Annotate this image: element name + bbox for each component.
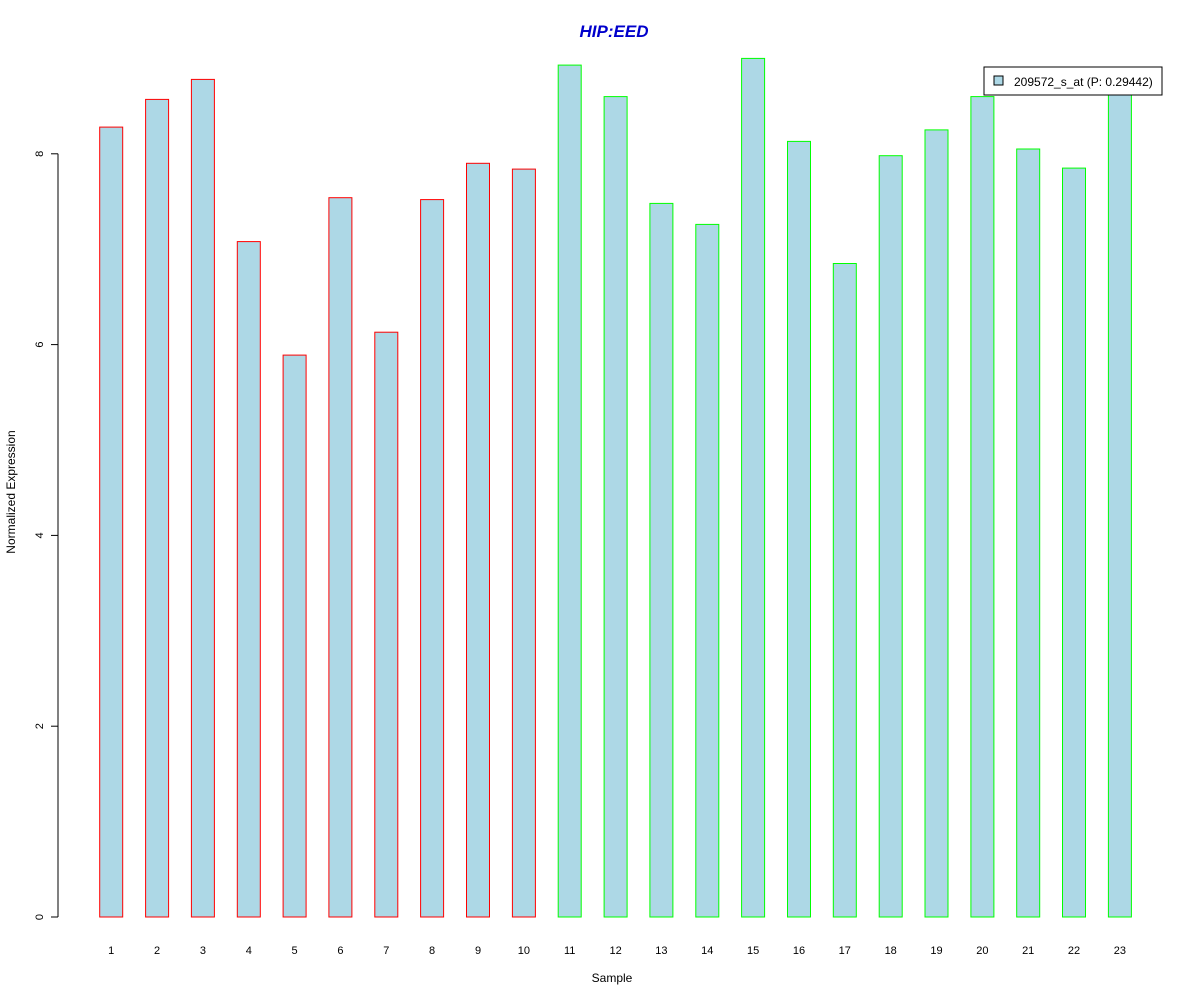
y-axis: 0 2 4 6 8 xyxy=(34,151,59,920)
x-tick-label: 13 xyxy=(655,945,667,957)
bar-sample-9 xyxy=(466,162,490,918)
y-tick-label: 2 xyxy=(34,723,46,729)
x-tick-labels: 1 2 3 4 5 6 7 8 9 10 11 12 13 14 15 16 17 18 19 20 21 22 23 xyxy=(108,945,1126,957)
legend-swatch xyxy=(993,75,1004,86)
bar-sample-14 xyxy=(695,223,720,918)
x-tick-label: 10 xyxy=(518,945,530,957)
x-tick-label: 22 xyxy=(1068,945,1080,957)
bar-sample-12 xyxy=(603,96,628,918)
x-tick-label: 6 xyxy=(337,945,343,957)
x-tick-label: 21 xyxy=(1022,945,1034,957)
x-tick-label: 18 xyxy=(885,945,897,957)
bar-sample-10 xyxy=(511,168,536,918)
bar-sample-3 xyxy=(190,78,215,918)
bar-sample-5 xyxy=(282,354,307,918)
bar-sample-8 xyxy=(420,199,445,918)
bar-sample-13 xyxy=(649,202,674,918)
bar-sample-16 xyxy=(787,140,811,918)
legend-entry: 209572_s_at (P: 0.29442) xyxy=(1014,75,1153,89)
x-tick-label: 8 xyxy=(429,945,435,957)
y-tick-label: 6 xyxy=(34,342,46,348)
legend-box xyxy=(983,66,1163,96)
bar-sample-7 xyxy=(374,331,399,918)
y-tick-label: 8 xyxy=(34,151,46,157)
x-tick-label: 4 xyxy=(246,945,252,957)
bar-sample-20 xyxy=(970,96,995,918)
x-tick-label: 2 xyxy=(154,945,160,957)
bar-sample-21 xyxy=(1016,148,1041,918)
chart-title: HIP:EED xyxy=(580,22,649,41)
x-tick-label: 15 xyxy=(747,945,759,957)
legend: 209572_s_at (P: 0.29442) xyxy=(983,66,1163,96)
x-tick-label: 9 xyxy=(475,945,481,957)
bar-sample-1 xyxy=(99,126,124,918)
bar-sample-23 xyxy=(1107,88,1132,918)
x-axis-label: Sample xyxy=(592,971,633,985)
y-tick-label: 0 xyxy=(34,914,46,920)
x-tick-label: 11 xyxy=(564,945,575,957)
bar-sample-11 xyxy=(557,64,582,918)
bars-group xyxy=(99,57,1132,918)
x-tick-label: 5 xyxy=(292,945,298,957)
bar-sample-6 xyxy=(328,197,353,918)
x-tick-label: 16 xyxy=(793,945,805,957)
bar-sample-4 xyxy=(236,241,261,918)
bar-sample-15 xyxy=(741,57,766,918)
y-axis-label: Normalized Expression xyxy=(4,430,18,553)
x-tick-label: 14 xyxy=(701,945,713,957)
bar-sample-22 xyxy=(1062,167,1086,918)
x-tick-label: 1 xyxy=(108,945,114,957)
bar-sample-2 xyxy=(145,98,170,918)
x-tick-label: 17 xyxy=(839,945,851,957)
x-tick-label: 12 xyxy=(609,945,621,957)
x-tick-label: 3 xyxy=(200,945,206,957)
x-tick-label: 7 xyxy=(383,945,389,957)
x-tick-label: 19 xyxy=(930,945,942,957)
x-tick-label: 23 xyxy=(1114,945,1126,957)
x-tick-label: 20 xyxy=(976,945,988,957)
bar-sample-17 xyxy=(832,263,857,918)
bar-sample-19 xyxy=(924,129,949,918)
y-tick-label: 4 xyxy=(34,532,46,538)
bar-sample-18 xyxy=(878,155,903,918)
